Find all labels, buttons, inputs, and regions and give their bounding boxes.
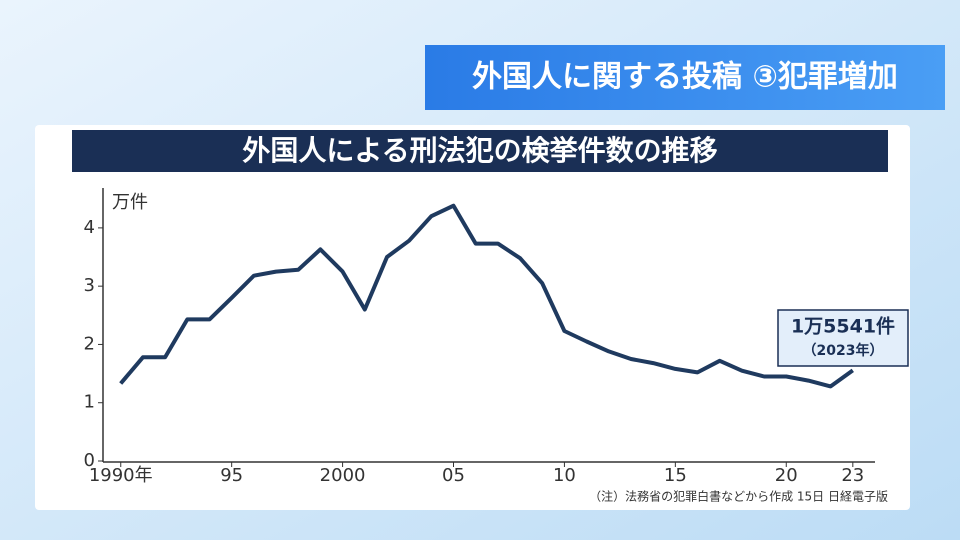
x-tick-label: 1990年 [89, 465, 153, 486]
y-tick-label: 2 [84, 333, 95, 354]
x-tick-label: 95 [220, 465, 243, 486]
y-tick-label: 1 [84, 392, 95, 413]
x-tick-label: 23 [841, 465, 864, 486]
banner-text: 外国人に関する投稿 ③犯罪増加 [472, 60, 898, 95]
note: （注）法務省の犯罪白書などから作成 15日 日経電子版 [589, 489, 888, 504]
chart-title: 外国人による刑法犯の検挙件数の推移 [242, 134, 717, 167]
x-tick-label: 20 [775, 465, 798, 486]
annotation-subtext: （2023年） [803, 342, 884, 359]
x-tick-label: 05 [442, 465, 465, 486]
x-tick-label: 2000 [320, 465, 366, 486]
y-tick-label: 0 [84, 450, 95, 471]
y-unit: 万件 [112, 192, 148, 213]
annotation-text: 1万5541件 [791, 315, 895, 338]
data-line [119, 203, 854, 389]
y-tick-label: 3 [84, 275, 95, 296]
banner [425, 45, 945, 110]
card [35, 125, 910, 510]
x-tick-label: 15 [664, 465, 687, 486]
y-tick-label: 4 [84, 217, 95, 238]
title-bar [72, 130, 888, 172]
annotation-box [777, 309, 909, 367]
x-tick-label: 10 [553, 465, 576, 486]
